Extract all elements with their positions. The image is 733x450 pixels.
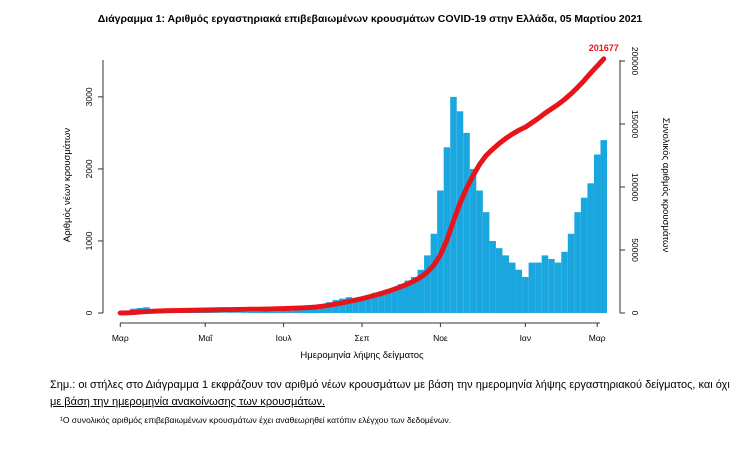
bar (482, 212, 490, 313)
bar (286, 310, 294, 313)
footnote: ¹Ο συνολικός αριθμός επιβεβαιωμένων κρου… (60, 415, 452, 425)
y2-tick-label: 100000 (630, 173, 640, 202)
chart: Διάγραμμα 1: Αριθμός εργαστηριακά επιβεβ… (62, 13, 671, 361)
x-tick-label: Μαΐ (198, 333, 213, 343)
bar (593, 154, 601, 313)
x-tick-label: Μαρ (589, 333, 606, 343)
bar (535, 262, 542, 313)
bar (345, 297, 353, 313)
bar (241, 312, 248, 313)
y2-tick-label: 200000 (630, 47, 640, 76)
bar (254, 311, 261, 313)
bar (306, 309, 313, 313)
bar (273, 311, 281, 313)
bar (574, 212, 581, 313)
bar (201, 312, 209, 313)
bar (221, 312, 229, 313)
bar (404, 280, 411, 313)
bar (430, 233, 438, 313)
x-axis-label: Ημερομηνία λήψης δείγματος (300, 350, 424, 361)
bar (365, 294, 372, 313)
bar (195, 312, 202, 313)
bar (600, 140, 607, 313)
bar (463, 132, 470, 313)
y-tick-label: 0 (84, 310, 94, 315)
bar (358, 297, 366, 313)
y-tick-label: 2000 (84, 159, 94, 178)
bar (489, 240, 496, 313)
y-tick-label: 1000 (84, 231, 94, 250)
y2-tick-label: 50000 (630, 238, 640, 262)
bar (561, 251, 568, 313)
bar (417, 269, 425, 313)
bar (339, 298, 346, 313)
bar (502, 255, 509, 313)
x-tick-label: Νοε (433, 333, 448, 343)
bar (215, 312, 222, 313)
note-line: Σημ.: οι στήλες στο Διάγραμμα 1 εκφράζου… (50, 379, 730, 391)
line (117, 56, 607, 316)
bar (352, 298, 359, 313)
bar (424, 255, 431, 313)
chart-title: Διάγραμμα 1: Αριθμός εργαστηριακά επιβεβ… (98, 13, 643, 25)
x-tick-label: Ιαν (520, 333, 532, 343)
bar (280, 310, 287, 313)
y2-axis-label: Συνολικός αριθμός κρουσμάτων (660, 118, 671, 253)
bar (476, 190, 483, 313)
bar (554, 262, 562, 313)
x-tick-label: Σεπ (355, 333, 370, 343)
annotation: 201677 (589, 43, 619, 53)
bar (397, 284, 405, 313)
bar (515, 269, 523, 313)
bar (528, 262, 536, 313)
bar (234, 312, 242, 313)
bar (509, 262, 516, 313)
y-axis-label: Αριθμός νέων κρουσμάτων (62, 128, 73, 242)
bar (371, 292, 379, 313)
bar (260, 311, 268, 313)
bar (450, 96, 457, 313)
bar (469, 168, 477, 313)
bar (293, 310, 300, 313)
bar (391, 287, 398, 313)
bar (522, 276, 529, 313)
y2-tick-label: 0 (630, 311, 640, 316)
x-tick-label: Μαρ (112, 333, 129, 343)
note-line: με βάση την ημερομηνία ανακοίνωσης των κ… (50, 396, 326, 408)
note: Σημ.: οι στήλες στο Διάγραμμα 1 εκφράζου… (50, 377, 730, 411)
bar (495, 248, 503, 313)
bar (378, 291, 385, 313)
bar (228, 312, 235, 313)
bar (443, 147, 451, 313)
bar (456, 111, 464, 313)
bar (267, 311, 274, 313)
bar (548, 258, 555, 313)
bar (247, 311, 255, 313)
bar (384, 289, 392, 313)
y2-tick-label: 150000 (630, 110, 640, 139)
bar (299, 310, 307, 313)
bar (313, 307, 320, 313)
bar (587, 183, 594, 313)
y-tick-label: 3000 (84, 87, 94, 106)
bar (580, 197, 588, 313)
bar (541, 255, 549, 313)
bar (411, 276, 418, 313)
bar (567, 233, 575, 313)
bar (208, 312, 215, 313)
x-tick-label: Ιουλ (276, 333, 293, 343)
